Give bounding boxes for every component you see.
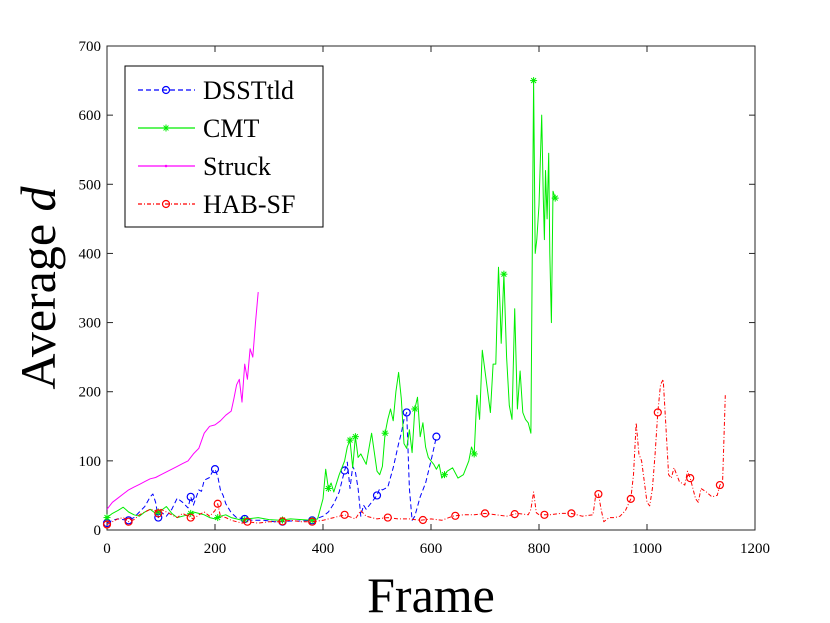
y-tick-label: 400 [79, 246, 102, 262]
series-line-hab-sf [106, 378, 726, 525]
x-tick-label: 200 [204, 541, 227, 557]
series-struck [106, 292, 259, 510]
legend-entry-hab-sf: HAB-SF [138, 190, 295, 219]
y-tick-label: 600 [79, 108, 102, 124]
data-point-marker [402, 408, 411, 417]
data-point-marker [372, 491, 382, 500]
legend-label: HAB-SF [203, 190, 295, 219]
series-cmt [103, 77, 559, 524]
data-point-marker [278, 517, 287, 526]
y-tick-label: 300 [79, 316, 102, 332]
legend-label: CMT [203, 114, 259, 143]
legend-marker [161, 199, 171, 209]
x-tick-label: 800 [528, 541, 551, 557]
data-point-marker [186, 513, 195, 522]
legend-entry-dssttld: DSSTtld [138, 76, 294, 105]
data-point-marker [470, 450, 478, 458]
series-layer [102, 77, 726, 529]
legend-marker [161, 85, 171, 95]
legend: DSSTtld CMT Struck HAB-SF [124, 65, 324, 228]
x-axis-title: Frame [367, 567, 495, 623]
data-point-marker [441, 471, 448, 479]
data-point-marker [500, 270, 508, 278]
x-tick-label: 0 [103, 541, 111, 557]
data-point-marker [626, 494, 635, 503]
data-point-marker [715, 480, 725, 490]
y-axis-title-variable: d [10, 185, 66, 211]
data-point-marker [686, 474, 695, 483]
data-point-marker [351, 433, 359, 441]
data-point-marker [551, 194, 559, 202]
y-axis-title-prefix: Average [10, 211, 66, 389]
legend-entry-struck: Struck [138, 152, 271, 181]
x-tick-label: 600 [420, 541, 443, 557]
y-tick-label: 0 [94, 523, 102, 539]
data-point-marker [411, 405, 419, 413]
axis-ticks: 0 200 400 600 800 1000 1200 0 100 200 300 400 500 600… [79, 39, 771, 557]
y-axis-title: Average d [10, 185, 66, 389]
y-tick-label: 500 [79, 177, 102, 193]
data-point-marker [243, 517, 252, 526]
data-point-marker [214, 514, 222, 522]
data-point-marker [154, 509, 163, 518]
legend-marker [162, 124, 170, 132]
data-point-marker [451, 511, 460, 520]
x-tick-label: 1200 [740, 541, 770, 557]
x-tick-label: 1000 [632, 541, 662, 557]
x-tick-label: 400 [312, 541, 335, 557]
data-point-marker [432, 432, 441, 441]
series-line-struck [106, 292, 259, 510]
data-point-marker [187, 509, 195, 517]
series-hab-sf [102, 378, 726, 529]
data-point-marker [418, 515, 427, 525]
series-line-cmt [106, 80, 556, 521]
legend-entry-cmt: CMT [138, 114, 259, 143]
data-point-marker [340, 510, 349, 519]
data-point-marker [346, 436, 354, 444]
y-tick-label: 200 [79, 385, 102, 401]
data-point-marker [103, 514, 111, 522]
y-tick-label: 700 [79, 39, 102, 55]
data-point-marker [540, 510, 549, 519]
data-point-marker [530, 77, 538, 85]
data-point-marker [653, 408, 662, 417]
legend-label: DSSTtld [203, 76, 294, 105]
data-point-marker [124, 517, 133, 526]
legend-box [124, 65, 324, 228]
data-point-marker [510, 509, 519, 519]
data-point-marker [186, 492, 195, 501]
data-point-marker [102, 520, 112, 529]
data-point-marker [308, 517, 317, 526]
series-line-dssttld [106, 412, 437, 524]
data-point-marker [381, 429, 389, 437]
data-point-marker [480, 509, 490, 518]
legend-label: Struck [203, 152, 271, 181]
y-tick-label: 100 [79, 454, 102, 470]
data-point-marker [213, 499, 222, 508]
data-point-marker [567, 509, 576, 518]
data-point-marker [383, 513, 392, 522]
data-point-marker [324, 485, 332, 493]
data-point-marker [594, 489, 603, 499]
legend-marker [164, 164, 168, 168]
data-point-marker [210, 465, 220, 474]
